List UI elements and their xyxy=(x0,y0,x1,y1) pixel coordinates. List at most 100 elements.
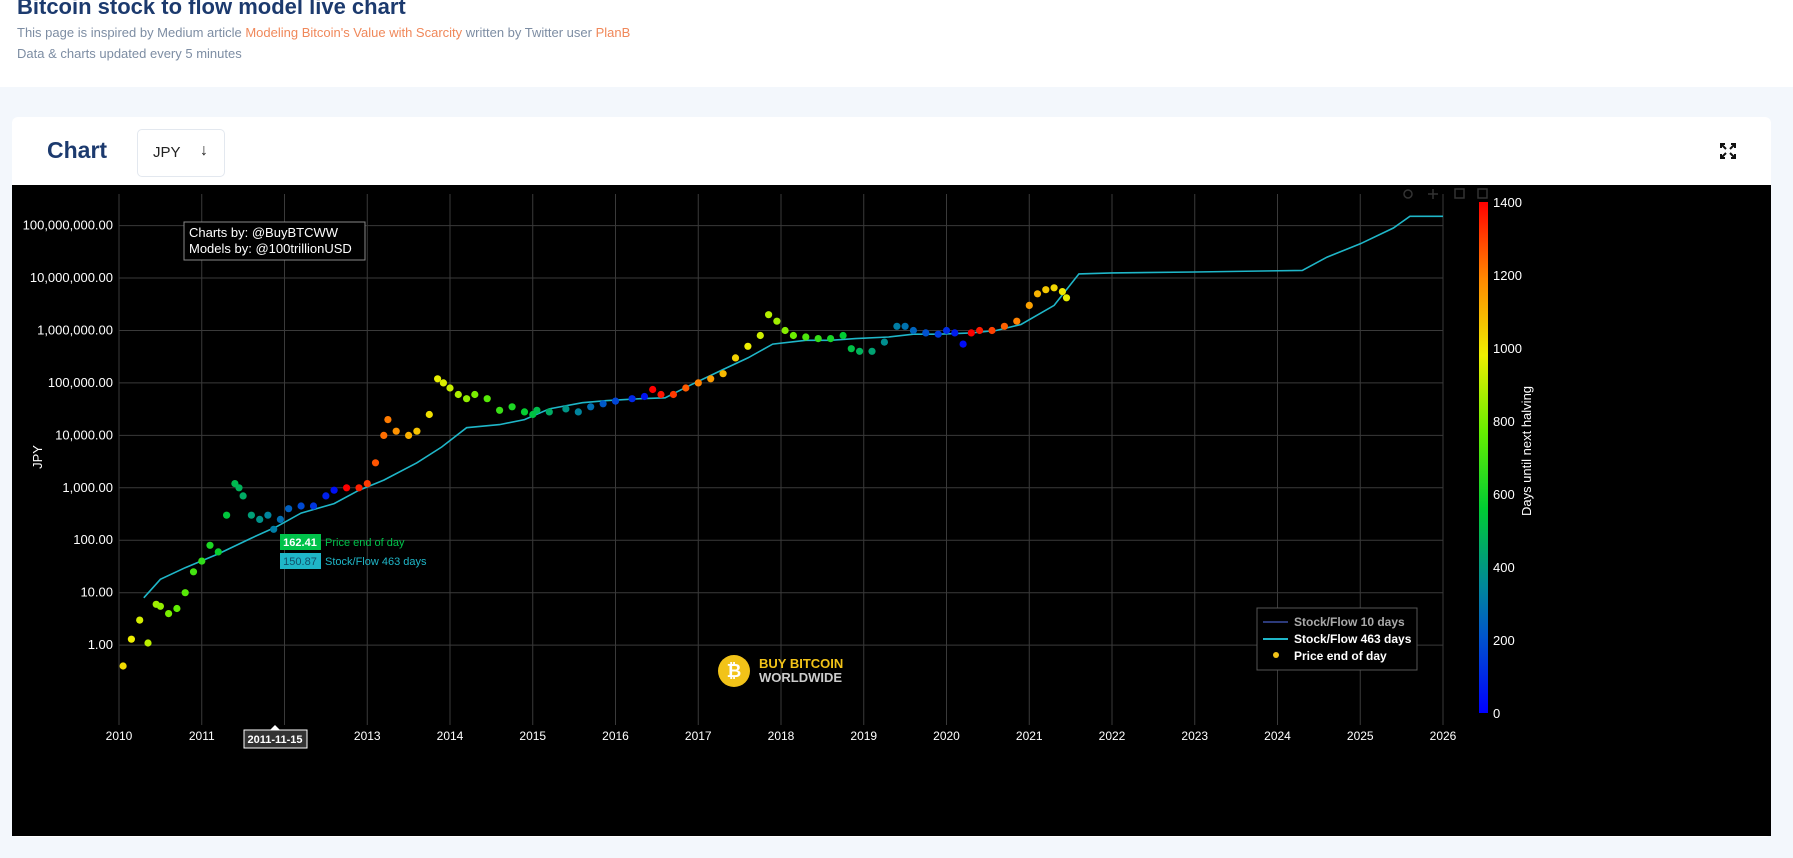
legend-item-463d[interactable]: Stock/Flow 463 days xyxy=(1294,632,1412,646)
x-axis: 2010201120122013201420152016201720182019… xyxy=(106,729,1457,743)
y-tick-label: 1,000,000.00 xyxy=(37,322,113,337)
price-point xyxy=(343,484,351,492)
price-point xyxy=(773,317,781,325)
update-note: Data & charts updated every 5 minutes xyxy=(17,46,242,61)
price-point xyxy=(951,329,959,337)
legend-item-10d[interactable]: Stock/Flow 10 days xyxy=(1294,615,1405,629)
intro-text: This page is inspired by Medium article … xyxy=(17,25,630,40)
chart-legend[interactable]: Stock/Flow 10 days Stock/Flow 463 days P… xyxy=(1256,607,1418,671)
price-point xyxy=(574,408,582,416)
price-point xyxy=(669,390,678,399)
x-tick-label: 2010 xyxy=(106,729,133,743)
price-point xyxy=(1000,322,1009,330)
chart-toolbar[interactable] xyxy=(1403,188,1488,199)
price-point xyxy=(471,390,479,399)
price-point xyxy=(744,342,752,350)
x-tick-label: 2011 xyxy=(189,729,215,743)
x-tick-label: 2018 xyxy=(768,729,795,743)
legend-item-price[interactable]: Price end of day xyxy=(1294,649,1387,663)
currency-select[interactable]: JPY ↓ xyxy=(137,129,225,177)
page-title: Bitcoin stock to flow model live chart xyxy=(17,0,406,19)
legend-marker-price xyxy=(1273,652,1279,658)
hover-price-value: 162.41 xyxy=(283,537,317,549)
bitcoin-logo-icon xyxy=(718,655,750,687)
price-point xyxy=(189,568,198,576)
y-tick-label: 100.00 xyxy=(73,532,113,547)
price-point xyxy=(144,639,152,647)
price-point xyxy=(235,484,243,492)
price-point xyxy=(371,459,380,467)
price-point xyxy=(901,322,909,330)
price-point xyxy=(942,326,951,335)
x-tick-label: 2015 xyxy=(519,729,546,743)
grid-lines xyxy=(118,194,1444,725)
autoscale-icon[interactable] xyxy=(1454,188,1465,199)
price-point xyxy=(276,515,284,523)
price-point xyxy=(967,329,975,337)
series-line-stock-flow-463 xyxy=(143,215,1443,599)
zoom-in-icon[interactable] xyxy=(1428,189,1438,199)
price-point xyxy=(533,406,541,414)
zoom-icon[interactable] xyxy=(1403,189,1413,199)
price-point xyxy=(827,335,835,343)
y-axis-label: JPY xyxy=(30,445,45,469)
price-point xyxy=(545,408,553,416)
page-header: Bitcoin stock to flow model live chart T… xyxy=(0,0,1793,87)
price-point xyxy=(649,385,657,394)
chart-svg[interactable]: 2010201120122013201420152016201720182019… xyxy=(12,185,1771,836)
chart-plot[interactable]: 2010201120122013201420152016201720182019… xyxy=(12,185,1771,836)
x-tick-label: 2021 xyxy=(1016,729,1043,743)
price-point xyxy=(165,610,173,618)
price-point xyxy=(119,662,127,670)
price-point xyxy=(508,403,516,411)
watermark-line2: WORLDWIDE xyxy=(759,670,842,685)
credits-line1: Charts by: @BuyBTCWW xyxy=(189,225,339,240)
price-point xyxy=(1013,317,1021,325)
price-point xyxy=(1033,290,1042,298)
price-point xyxy=(922,329,930,337)
price-point xyxy=(520,408,529,416)
bitcoin-symbol-icon: ₿ xyxy=(727,661,742,681)
price-point xyxy=(156,602,164,610)
reset-icon[interactable] xyxy=(1477,188,1488,199)
price-point xyxy=(173,604,181,613)
colorbar-title: Days until next halving xyxy=(1519,386,1534,516)
price-point xyxy=(483,395,491,403)
price-point xyxy=(496,406,504,414)
watermark-line1: BUY BITCOIN xyxy=(759,656,843,671)
hover-model-box xyxy=(280,553,321,569)
price-point xyxy=(454,390,462,399)
price-point xyxy=(206,541,214,549)
x-tick-label: 2025 xyxy=(1347,729,1374,743)
price-point xyxy=(270,525,278,533)
price-point xyxy=(363,480,371,488)
price-point xyxy=(1050,284,1058,292)
price-point xyxy=(384,416,392,424)
y-tick-label: 10,000,000.00 xyxy=(30,270,113,285)
credits-annotation: Charts by: @BuyBTCWW Models by: @100tril… xyxy=(183,221,366,261)
price-point xyxy=(802,333,810,341)
price-point xyxy=(893,322,901,330)
price-point xyxy=(223,511,231,519)
price-point xyxy=(719,370,727,378)
x-tick-label: 2013 xyxy=(354,729,381,743)
expand-icon[interactable] xyxy=(1718,141,1738,161)
hover-tooltip: 162.41 Price end of day 150.87 Stock/Flo… xyxy=(243,534,427,749)
y-tick-label: 10.00 xyxy=(80,585,113,600)
price-point xyxy=(198,557,206,565)
hover-price-label: Price end of day xyxy=(325,537,405,549)
currency-value: JPY xyxy=(153,144,181,161)
price-point xyxy=(707,375,715,383)
price-point xyxy=(214,548,222,556)
article-link[interactable]: Modeling Bitcoin's Value with Scarcity xyxy=(245,25,463,40)
price-point xyxy=(959,340,967,348)
author-link[interactable]: PlanB xyxy=(595,25,631,40)
x-tick-label: 2019 xyxy=(850,729,877,743)
price-point xyxy=(1058,288,1066,296)
x-tick-label: 2020 xyxy=(933,729,960,743)
price-point xyxy=(657,390,665,399)
price-point xyxy=(756,331,764,340)
price-point xyxy=(264,511,272,519)
price-point xyxy=(599,400,607,408)
price-point xyxy=(463,395,471,403)
